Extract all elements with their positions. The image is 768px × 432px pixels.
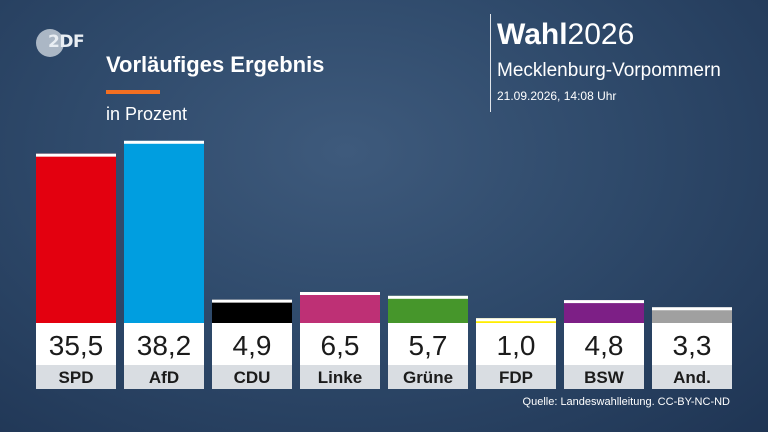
bar-spd [36,153,116,323]
bar-grne [388,295,468,323]
chart-subtitle: in Prozent [106,104,188,124]
value-label-linke: 6,5 [321,330,360,361]
bar-linke [300,291,380,323]
value-label-and: 3,3 [673,330,712,361]
bar-cap-and [652,307,732,311]
zdf-logo: 2DF [36,28,88,60]
category-box-fdp [476,365,556,389]
logo-text: 2DF [48,32,85,52]
timestamp: 21.09.2026, 14:08 Uhr [497,89,617,103]
value-box-afd [124,323,204,365]
bar-cap-afd [124,140,204,144]
category-label-and: And. [673,368,711,387]
chart-title: Vorläufiges Ergebnis [106,52,325,77]
category-label-spd: SPD [59,368,94,387]
category-box-bsw [564,365,644,389]
bar-cap-linke [300,291,380,295]
header-divider [490,14,491,112]
category-box-afd [124,365,204,389]
category-label-grne: Grüne [403,368,453,387]
value-label-afd: 38,2 [137,330,192,361]
brand-word: Wahl [497,18,568,51]
bar-bsw [564,300,644,323]
category-box-cdu [212,365,292,389]
value-label-cdu: 4,9 [233,330,272,361]
category-label-linke: Linke [318,368,362,387]
bar-cap-fdp [476,318,556,322]
bar-and [652,307,732,323]
title-accent-line [106,90,160,94]
value-box-cdu [212,323,292,365]
region-name: Mecklenburg-Vorpommern [497,60,721,81]
category-box-linke [300,365,380,389]
value-label-grne: 5,7 [409,330,448,361]
value-label-bsw: 4,8 [585,330,624,361]
value-box-grne [388,323,468,365]
value-box-fdp [476,323,556,365]
bar-cdu [212,299,292,323]
brand-year: 2026 [567,18,635,51]
value-box-linke [300,323,380,365]
value-label-fdp: 1,0 [497,330,536,361]
category-label-bsw: BSW [584,368,625,387]
value-box-spd [36,323,116,365]
bar-cap-spd [36,153,116,157]
category-label-afd: AfD [149,368,179,387]
bar-afd [124,140,204,323]
category-label-cdu: CDU [234,368,271,387]
category-label-fdp: FDP [499,368,533,387]
value-box-bsw [564,323,644,365]
bar-cap-bsw [564,300,644,304]
election-brand: Wahl2026 [497,18,634,52]
bar-cap-grne [388,295,468,299]
logo-circle-icon [36,29,64,57]
category-box-spd [36,365,116,389]
source-note: Quelle: Landeswahlleitung. CC-BY-NC-ND [522,396,730,408]
value-label-spd: 35,5 [49,330,104,361]
bar-cap-cdu [212,299,292,303]
value-box-and [652,323,732,365]
category-box-grne [388,365,468,389]
category-box-and [652,365,732,389]
